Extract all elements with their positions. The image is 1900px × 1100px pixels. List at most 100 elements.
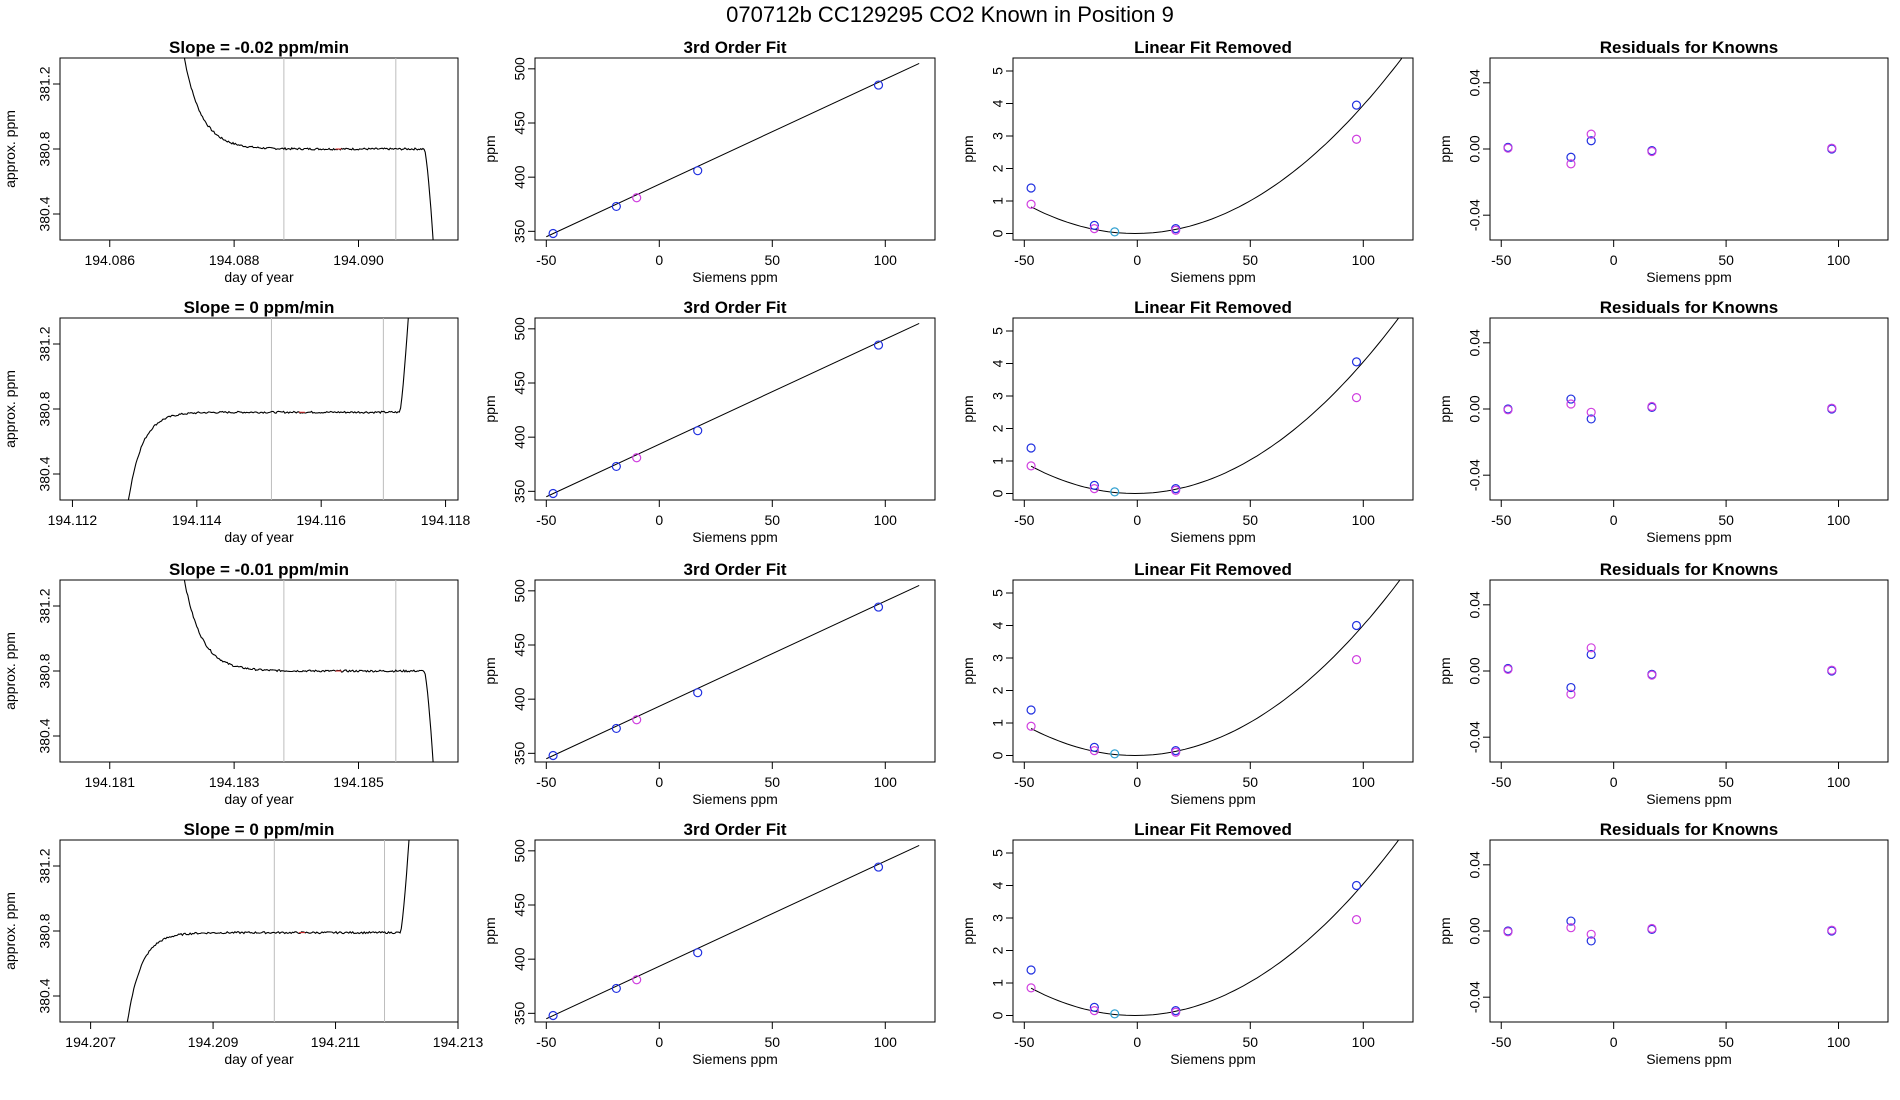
data-point	[1351, 100, 1362, 110]
fit-line	[546, 62, 920, 238]
x-tick-label: 50	[1718, 774, 1734, 790]
plot-frame	[1012, 57, 1414, 241]
x-tick-label: -50	[1491, 512, 1511, 528]
x-tick-label: 0	[1133, 1034, 1141, 1050]
x-axis-label: day of year	[224, 269, 294, 285]
y-tick-label: 5	[990, 589, 1006, 597]
plot-frame	[1012, 317, 1414, 501]
data-point	[1089, 220, 1099, 230]
panel-4-4: Residuals for Knowns -50 0 50 100 -0.04 0.00 0.…	[1437, 820, 1889, 1067]
x-axis-label: day of year	[224, 1051, 294, 1067]
panel-3-3: Linear Fit Removed -50 0 50 100 0 1 2 3 4 5 Siemens…	[960, 560, 1414, 807]
x-tick-label: -50	[536, 774, 556, 790]
x-axis-label: Siemens ppm	[1646, 269, 1732, 285]
data-point	[1026, 965, 1036, 975]
y-tick-label: 500	[512, 317, 528, 341]
data-point	[693, 948, 703, 958]
y-tick-label: 2	[990, 686, 1006, 694]
data-point	[1026, 443, 1036, 453]
x-tick-label: -50	[1491, 252, 1511, 268]
data-point	[632, 453, 642, 463]
y-tick-label: 450	[512, 111, 528, 135]
data-point	[1647, 146, 1657, 157]
x-tick-label: 50	[1242, 512, 1258, 528]
x-tick-label: -50	[1014, 512, 1034, 528]
x-tick-label: 0	[655, 774, 663, 790]
plot-area	[1503, 643, 1837, 699]
data-point	[1351, 393, 1362, 403]
y-tick-label: 3	[990, 654, 1006, 662]
panel-3-2: 3rd Order Fit -50 0 50 100 350 400 450 500 Siemen…	[482, 560, 936, 807]
plot-area	[183, 58, 434, 240]
data-point	[1586, 414, 1596, 424]
y-tick-label: 2	[990, 164, 1006, 172]
panel-title: 3rd Order Fit	[684, 298, 787, 317]
plot-area	[1026, 58, 1403, 237]
y-tick-label: 350	[512, 741, 528, 765]
y-tick-label: 380.4	[37, 718, 53, 753]
y-tick-label: 400	[512, 687, 528, 711]
y-tick-label: 0.00	[1467, 135, 1483, 162]
panel-title: Slope = -0.02 ppm/min	[169, 38, 349, 57]
series-line	[126, 840, 410, 1022]
y-tick-label: 500	[512, 57, 528, 81]
x-tick-label: 194.211	[311, 1034, 361, 1050]
y-axis-label: approx. ppm	[2, 892, 18, 970]
y-tick-label: 380.8	[37, 391, 53, 426]
x-axis-label: Siemens ppm	[1646, 791, 1732, 807]
data-point	[1026, 721, 1036, 731]
plot-area	[546, 584, 920, 761]
data-point	[1089, 480, 1099, 490]
y-axis-label: ppm	[960, 395, 976, 422]
y-axis-label: approx. ppm	[2, 110, 18, 188]
data-point	[1026, 199, 1036, 209]
panel-4-3: Linear Fit Removed -50 0 50 100 0 1 2 3 4 5 Siemens…	[960, 820, 1414, 1067]
data-point	[548, 488, 558, 499]
x-tick-label: 194.116	[296, 512, 346, 528]
panel-title: Slope = -0.01 ppm/min	[169, 560, 349, 579]
data-point	[1566, 394, 1576, 404]
plot-area	[546, 844, 920, 1021]
x-tick-label: 194.086	[84, 252, 135, 268]
data-point	[1586, 643, 1596, 653]
x-tick-label: 194.209	[188, 1034, 239, 1050]
data-point	[1110, 487, 1120, 497]
data-point	[1566, 682, 1576, 693]
data-point	[611, 723, 621, 734]
fit-curve	[1030, 318, 1400, 495]
data-point	[611, 201, 621, 212]
x-tick-label: 100	[1352, 512, 1376, 528]
data-point	[632, 193, 642, 203]
x-tick-label: 194.114	[172, 512, 222, 528]
y-tick-label: 0.00	[1467, 657, 1483, 684]
y-tick-label: 1	[990, 719, 1006, 727]
y-axis-label: ppm	[482, 917, 498, 944]
y-tick-label: 0.04	[1467, 329, 1483, 356]
y-axis-label: ppm	[960, 657, 976, 684]
y-tick-label: 0.04	[1467, 591, 1483, 618]
data-point	[1026, 705, 1036, 715]
data-point	[1351, 357, 1362, 367]
data-point	[873, 602, 884, 612]
data-point	[1171, 1007, 1181, 1017]
fit-line	[546, 844, 920, 1020]
y-tick-label: 500	[512, 579, 528, 603]
data-point	[1566, 916, 1576, 926]
panel-title: Residuals for Knowns	[1600, 820, 1779, 839]
x-tick-label: 0	[1610, 252, 1618, 268]
y-tick-label: 381.2	[37, 66, 53, 101]
plot-area	[1026, 318, 1400, 497]
y-tick-label: 0.04	[1467, 851, 1483, 878]
y-tick-label: -0.04	[1467, 459, 1483, 491]
data-point	[1089, 1002, 1099, 1012]
data-point	[1351, 655, 1362, 665]
y-tick-label: 5	[990, 327, 1006, 335]
data-point	[1351, 620, 1362, 631]
series-line	[127, 318, 409, 500]
x-tick-label: 0	[1610, 774, 1618, 790]
fit-line	[546, 322, 920, 498]
x-axis-label: Siemens ppm	[1170, 269, 1256, 285]
data-point	[1503, 664, 1513, 674]
y-tick-label: 3	[990, 132, 1006, 140]
